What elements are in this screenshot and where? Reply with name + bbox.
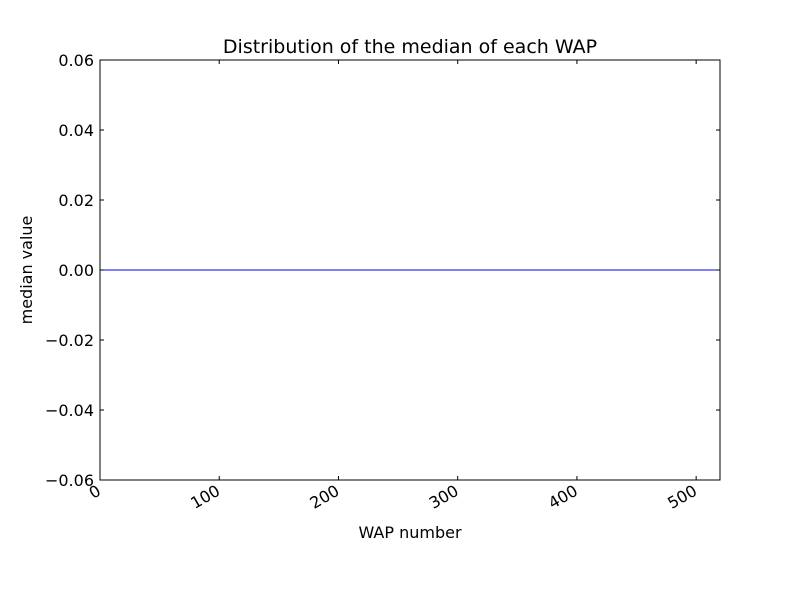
y-tick-labels: 0.06 0.04 0.02 0.00 −0.02 −0.04 −0.06: [45, 51, 94, 490]
plot-frame: [99, 59, 721, 481]
chart-title: Distribution of the median of each WAP: [223, 36, 597, 58]
ticks-layer: [99, 59, 720, 481]
y-tick-label: −0.04: [45, 401, 94, 420]
y-axis-label: median value: [17, 216, 36, 325]
y-tick-label: −0.02: [45, 331, 94, 350]
x-axis-label: WAP number: [358, 523, 461, 542]
y-tick-label: 0.04: [58, 121, 94, 140]
y-tick-label: 0.06: [58, 51, 94, 70]
y-tick-label: −0.06: [45, 471, 94, 490]
y-tick-label: 0.02: [58, 191, 94, 210]
y-tick-label: 0.00: [58, 261, 94, 280]
